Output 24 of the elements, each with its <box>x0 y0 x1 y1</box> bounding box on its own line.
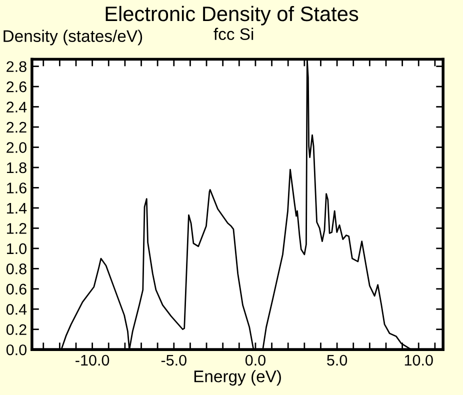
y-tick-label: 2.0 <box>6 142 26 153</box>
chart-title: Electronic Density of States <box>106 6 358 26</box>
chart-subtitle: fcc Si <box>214 28 254 40</box>
x-tick-label: -5.0 <box>161 354 186 366</box>
y-tick-label: 0.0 <box>6 344 26 356</box>
y-tick-label: 0.2 <box>6 324 26 336</box>
y-tick-label: 0.6 <box>6 284 26 295</box>
y-tick-label: 1.2 <box>7 223 26 234</box>
x-tick-label: 0.0 <box>245 354 266 366</box>
x-tick-label: -10.0 <box>76 354 110 366</box>
x-axis-title: Energy (eV) <box>194 370 281 386</box>
y-tick-label: 2.8 <box>6 61 26 72</box>
y-tick-label: 1.4 <box>7 202 27 214</box>
y-tick-label: 1.0 <box>7 243 26 254</box>
y-tick-label: 1.8 <box>7 162 26 174</box>
y-tick-label: 2.4 <box>6 102 27 112</box>
y-tick-label: 0.4 <box>6 304 27 315</box>
x-tick-label: 5.0 <box>327 354 348 366</box>
y-axis-title: Density (states/eV) <box>4 30 142 46</box>
y-tick-label: 2.2 <box>6 122 26 133</box>
y-tick-label: 1.6 <box>7 182 26 194</box>
x-tick-label: 10.0 <box>404 354 433 366</box>
y-tick-label: 0.8 <box>6 264 26 274</box>
y-tick-label: 2.6 <box>6 81 26 92</box>
